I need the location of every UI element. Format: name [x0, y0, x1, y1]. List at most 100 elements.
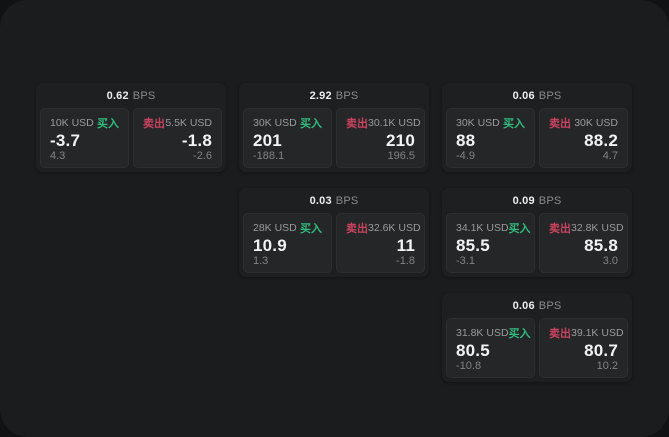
bps-value: 0.06: [512, 299, 535, 312]
sell-tile-header: 卖出 32.6K USD: [346, 220, 421, 236]
buy-quote-tile[interactable]: 31.8K USD 买入 80.5 -10.8: [446, 318, 535, 378]
buy-side-label: 买入: [300, 118, 322, 130]
bps-header: 0.09 BPS: [442, 188, 632, 213]
bps-unit-label: BPS: [538, 299, 562, 312]
buy-notional: 10K USD: [50, 117, 94, 129]
quote-tiles: 31.8K USD 买入 80.5 -10.8 卖出 39.1K USD 80: [442, 318, 632, 378]
quote-card: 0.09 BPS 34.1K USD 买入 85.5 -3.1: [442, 188, 632, 277]
sell-tile-header: 卖出 32.8K USD: [549, 220, 624, 236]
buy-delta: -188.1: [253, 150, 285, 162]
bps-value: 0.03: [309, 194, 332, 207]
bps-unit-label: BPS: [538, 194, 562, 207]
buy-delta: -4.9: [456, 150, 475, 162]
sell-delta: 196.5: [387, 150, 415, 162]
buy-tile-header: 30K USD 买入: [253, 115, 322, 131]
sell-quote-tile[interactable]: 卖出 5.5K USD -1.8 -2.6: [133, 108, 222, 168]
buy-notional: 28K USD: [253, 222, 297, 234]
buy-notional: 30K USD: [456, 117, 500, 129]
bps-header: 0.06 BPS: [442, 293, 632, 318]
quote-board: 0.62 BPS 10K USD 买入 -3.7 4.3: [36, 83, 632, 382]
sell-notional: 32.8K USD: [571, 222, 624, 234]
sell-quote-tile[interactable]: 卖出 30K USD 88.2 4.7: [539, 108, 628, 168]
sell-delta: -2.6: [193, 150, 212, 162]
sell-delta: 3.0: [602, 255, 618, 267]
sell-delta: 10.2: [596, 360, 618, 372]
sell-price: 88.2: [584, 131, 618, 150]
buy-quote-tile[interactable]: 30K USD 买入 201 -188.1: [243, 108, 332, 168]
buy-side-label: 买入: [508, 223, 531, 235]
sell-price: 80.7: [584, 341, 618, 360]
quote-card: 0.06 BPS 31.8K USD 买入 80.5 -10.8: [442, 293, 632, 382]
buy-tile-header: 34.1K USD 买入: [456, 220, 531, 236]
buy-price: 80.5: [456, 341, 490, 360]
buy-tile-header: 10K USD 买入: [50, 115, 119, 131]
sell-tile-header: 卖出 39.1K USD: [549, 325, 624, 341]
buy-tile-header: 28K USD 买入: [253, 220, 322, 236]
buy-quote-tile[interactable]: 28K USD 买入 10.9 1.3: [243, 213, 332, 273]
buy-tile-header: 30K USD 买入: [456, 115, 525, 131]
buy-notional: 34.1K USD: [456, 222, 509, 234]
bps-header: 2.92 BPS: [239, 83, 429, 108]
buy-delta: 4.3: [50, 150, 66, 162]
sell-delta: -1.8: [396, 255, 415, 267]
buy-quote-tile[interactable]: 34.1K USD 买入 85.5 -3.1: [446, 213, 535, 273]
bps-value: 0.09: [512, 194, 535, 207]
sell-side-label: 卖出: [346, 118, 368, 130]
sell-side-label: 卖出: [549, 118, 571, 130]
sell-tile-header: 卖出 30K USD: [549, 115, 618, 131]
buy-delta: -3.1: [456, 255, 475, 267]
bps-header: 0.03 BPS: [239, 188, 429, 213]
quote-column-1: 0.62 BPS 10K USD 买入 -3.7 4.3: [36, 83, 226, 172]
quote-column-3: 0.06 BPS 30K USD 买入 88 -4.9: [442, 83, 632, 382]
sell-notional: 30K USD: [574, 117, 618, 129]
sell-price: 11: [396, 236, 415, 255]
buy-tile-header: 31.8K USD 买入: [456, 325, 531, 341]
buy-quote-tile[interactable]: 10K USD 买入 -3.7 4.3: [40, 108, 129, 168]
quote-tiles: 10K USD 买入 -3.7 4.3 卖出 5.5K USD -1.8: [36, 108, 226, 168]
quote-card: 2.92 BPS 30K USD 买入 201 -188.1: [239, 83, 429, 172]
sell-delta: 4.7: [602, 150, 618, 162]
sell-tile-header: 卖出 30.1K USD: [346, 115, 421, 131]
quote-tiles: 28K USD 买入 10.9 1.3 卖出 32.6K USD 11: [239, 213, 429, 273]
sell-quote-tile[interactable]: 卖出 32.8K USD 85.8 3.0: [539, 213, 628, 273]
sell-side-label: 卖出: [346, 223, 368, 235]
bps-unit-label: BPS: [132, 89, 156, 102]
buy-price: 201: [253, 131, 282, 150]
buy-price: 88: [456, 131, 476, 150]
bps-unit-label: BPS: [335, 89, 359, 102]
buy-notional: 31.8K USD: [456, 327, 509, 339]
sell-side-label: 卖出: [549, 223, 571, 235]
quote-tiles: 34.1K USD 买入 85.5 -3.1 卖出 32.8K USD 85.: [442, 213, 632, 273]
buy-side-label: 买入: [97, 118, 119, 130]
buy-delta: 1.3: [253, 255, 269, 267]
bps-header: 0.62 BPS: [36, 83, 226, 108]
bps-value: 0.62: [106, 89, 129, 102]
sell-quote-tile[interactable]: 卖出 32.6K USD 11 -1.8: [336, 213, 425, 273]
sell-price: -1.8: [181, 131, 212, 150]
sell-notional: 39.1K USD: [571, 327, 624, 339]
buy-price: -3.7: [50, 131, 81, 150]
bps-header: 0.06 BPS: [442, 83, 632, 108]
buy-side-label: 买入: [300, 223, 322, 235]
bps-value: 0.06: [512, 89, 535, 102]
sell-quote-tile[interactable]: 卖出 39.1K USD 80.7 10.2: [539, 318, 628, 378]
bps-unit-label: BPS: [538, 89, 562, 102]
sell-price: 85.8: [584, 236, 618, 255]
sell-quote-tile[interactable]: 卖出 30.1K USD 210 196.5: [336, 108, 425, 168]
sell-price: 210: [386, 131, 415, 150]
sell-notional: 5.5K USD: [165, 117, 212, 129]
quote-card: 0.06 BPS 30K USD 买入 88 -4.9: [442, 83, 632, 172]
sell-notional: 30.1K USD: [368, 117, 421, 129]
quote-column-2: 2.92 BPS 30K USD 买入 201 -188.1: [239, 83, 429, 277]
buy-price: 85.5: [456, 236, 490, 255]
buy-quote-tile[interactable]: 30K USD 买入 88 -4.9: [446, 108, 535, 168]
quote-card: 0.62 BPS 10K USD 买入 -3.7 4.3: [36, 83, 226, 172]
bps-value: 2.92: [309, 89, 332, 102]
sell-notional: 32.6K USD: [368, 222, 421, 234]
sell-side-label: 卖出: [143, 118, 165, 130]
quote-tiles: 30K USD 买入 88 -4.9 卖出 30K USD 88.2: [442, 108, 632, 168]
sell-side-label: 卖出: [549, 328, 571, 340]
buy-notional: 30K USD: [253, 117, 297, 129]
